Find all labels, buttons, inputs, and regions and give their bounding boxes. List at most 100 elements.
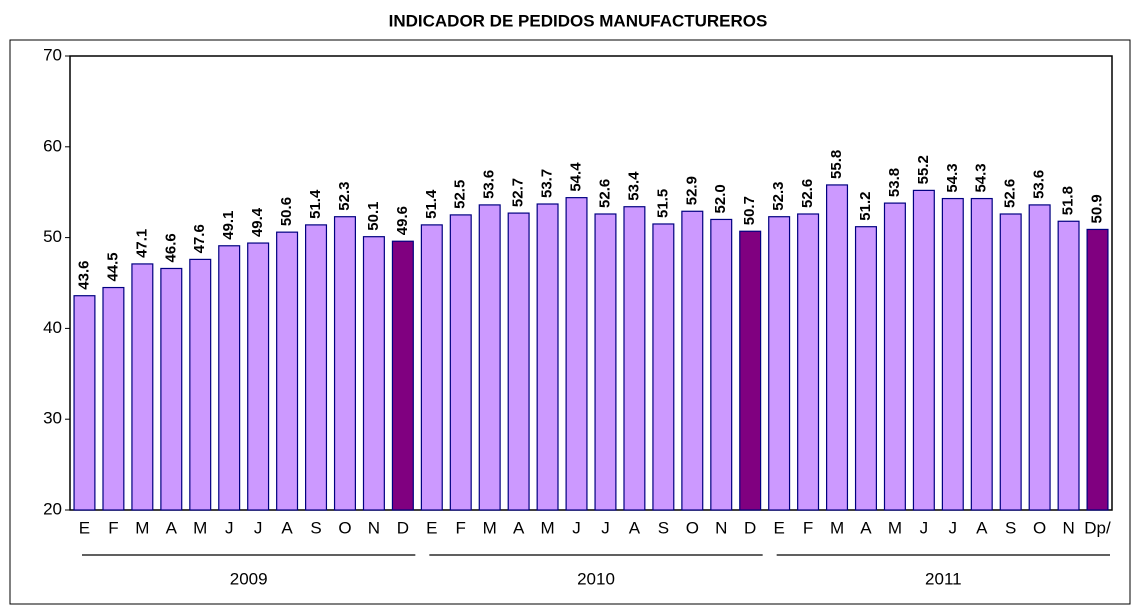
bar bbox=[970, 197, 993, 511]
x-tick-label: S bbox=[1005, 518, 1016, 537]
x-tick-label: A bbox=[281, 518, 293, 537]
value-label: 52.5 bbox=[452, 180, 469, 209]
value-label: 46.6 bbox=[162, 233, 179, 262]
x-tick-label: J bbox=[225, 518, 234, 537]
x-tick-label: D bbox=[744, 518, 756, 537]
bar bbox=[1086, 228, 1109, 511]
x-tick-label: M bbox=[193, 518, 207, 537]
value-label: 50.6 bbox=[278, 197, 295, 226]
x-tick-label: O bbox=[686, 518, 699, 537]
x-tick-label: M bbox=[135, 518, 149, 537]
group-label: 2009 bbox=[230, 569, 268, 588]
y-tick-label: 50 bbox=[43, 227, 62, 246]
value-label: 50.9 bbox=[1088, 194, 1105, 223]
bar bbox=[276, 231, 299, 511]
x-tick-label: J bbox=[254, 518, 263, 537]
value-label: 52.7 bbox=[510, 178, 527, 207]
x-tick-label: F bbox=[803, 518, 813, 537]
value-label: 47.1 bbox=[133, 229, 150, 258]
x-tick-label: J bbox=[572, 518, 581, 537]
value-label: 52.6 bbox=[799, 179, 816, 208]
group-label: 2010 bbox=[577, 569, 615, 588]
value-label: 54.4 bbox=[567, 162, 584, 192]
bar bbox=[391, 240, 414, 511]
value-label: 52.6 bbox=[1002, 179, 1019, 208]
value-label: 53.6 bbox=[1031, 170, 1048, 199]
x-tick-label: A bbox=[629, 518, 641, 537]
bar bbox=[449, 214, 472, 511]
value-label: 51.5 bbox=[654, 189, 671, 218]
value-label: 53.4 bbox=[625, 171, 642, 201]
value-label: 50.7 bbox=[741, 196, 758, 225]
y-tick-label: 60 bbox=[43, 136, 62, 155]
bar bbox=[102, 286, 125, 511]
x-tick-label: S bbox=[658, 518, 669, 537]
bar bbox=[1057, 220, 1080, 511]
y-tick-label: 70 bbox=[43, 45, 62, 64]
bar bbox=[739, 230, 762, 511]
x-tick-label: A bbox=[976, 518, 988, 537]
value-label: 53.8 bbox=[886, 168, 903, 197]
x-tick-label: A bbox=[860, 518, 872, 537]
x-tick-label: J bbox=[920, 518, 929, 537]
bar bbox=[160, 267, 183, 511]
value-label: 50.1 bbox=[365, 201, 382, 230]
value-label: 44.5 bbox=[104, 252, 121, 281]
value-label: 47.6 bbox=[191, 224, 208, 253]
bar bbox=[652, 223, 675, 511]
bar bbox=[247, 242, 270, 511]
value-label: 51.8 bbox=[1060, 186, 1077, 215]
y-tick-label: 40 bbox=[43, 318, 62, 337]
value-label: 49.4 bbox=[249, 207, 266, 237]
bar bbox=[218, 245, 241, 511]
value-label: 49.6 bbox=[394, 206, 411, 235]
y-tick-label: 30 bbox=[43, 409, 62, 428]
x-tick-label: N bbox=[368, 518, 380, 537]
bar bbox=[883, 202, 906, 511]
x-tick-label: D bbox=[397, 518, 409, 537]
bar bbox=[623, 206, 646, 511]
x-tick-label: N bbox=[715, 518, 727, 537]
bar bbox=[826, 184, 849, 511]
bar bbox=[536, 203, 559, 511]
x-tick-label: Dp/ bbox=[1084, 518, 1111, 537]
x-tick-label: O bbox=[338, 518, 351, 537]
x-tick-label: M bbox=[830, 518, 844, 537]
x-tick-label: E bbox=[426, 518, 437, 537]
y-tick-label: 20 bbox=[43, 499, 62, 518]
value-label: 52.3 bbox=[770, 182, 787, 211]
x-tick-label: F bbox=[108, 518, 118, 537]
value-label: 53.7 bbox=[539, 169, 556, 198]
value-label: 51.2 bbox=[857, 192, 874, 221]
value-label: 52.0 bbox=[712, 184, 729, 213]
value-label: 54.3 bbox=[973, 163, 990, 192]
x-tick-label: S bbox=[310, 518, 321, 537]
bar bbox=[941, 197, 964, 511]
chart-frame bbox=[9, 39, 1131, 605]
x-tick-label: M bbox=[888, 518, 902, 537]
x-tick-label: J bbox=[949, 518, 958, 537]
bar bbox=[1028, 204, 1051, 511]
bar bbox=[73, 295, 96, 511]
bar bbox=[333, 216, 356, 511]
value-label: 52.6 bbox=[596, 179, 613, 208]
value-label: 51.4 bbox=[307, 189, 324, 219]
value-label: 49.1 bbox=[220, 211, 237, 240]
bar bbox=[565, 197, 588, 511]
bar bbox=[710, 218, 733, 511]
x-tick-label: N bbox=[1062, 518, 1074, 537]
value-label: 52.9 bbox=[683, 176, 700, 205]
bar bbox=[681, 210, 704, 511]
value-label: 55.2 bbox=[915, 155, 932, 184]
bar bbox=[478, 204, 501, 511]
value-label: 43.6 bbox=[75, 261, 92, 290]
bar bbox=[305, 224, 328, 511]
x-tick-label: M bbox=[540, 518, 554, 537]
value-label: 55.8 bbox=[828, 150, 845, 179]
bar bbox=[768, 216, 791, 511]
x-tick-label: A bbox=[166, 518, 178, 537]
x-tick-label: E bbox=[773, 518, 784, 537]
x-tick-label: M bbox=[483, 518, 497, 537]
group-label: 2011 bbox=[925, 569, 962, 588]
